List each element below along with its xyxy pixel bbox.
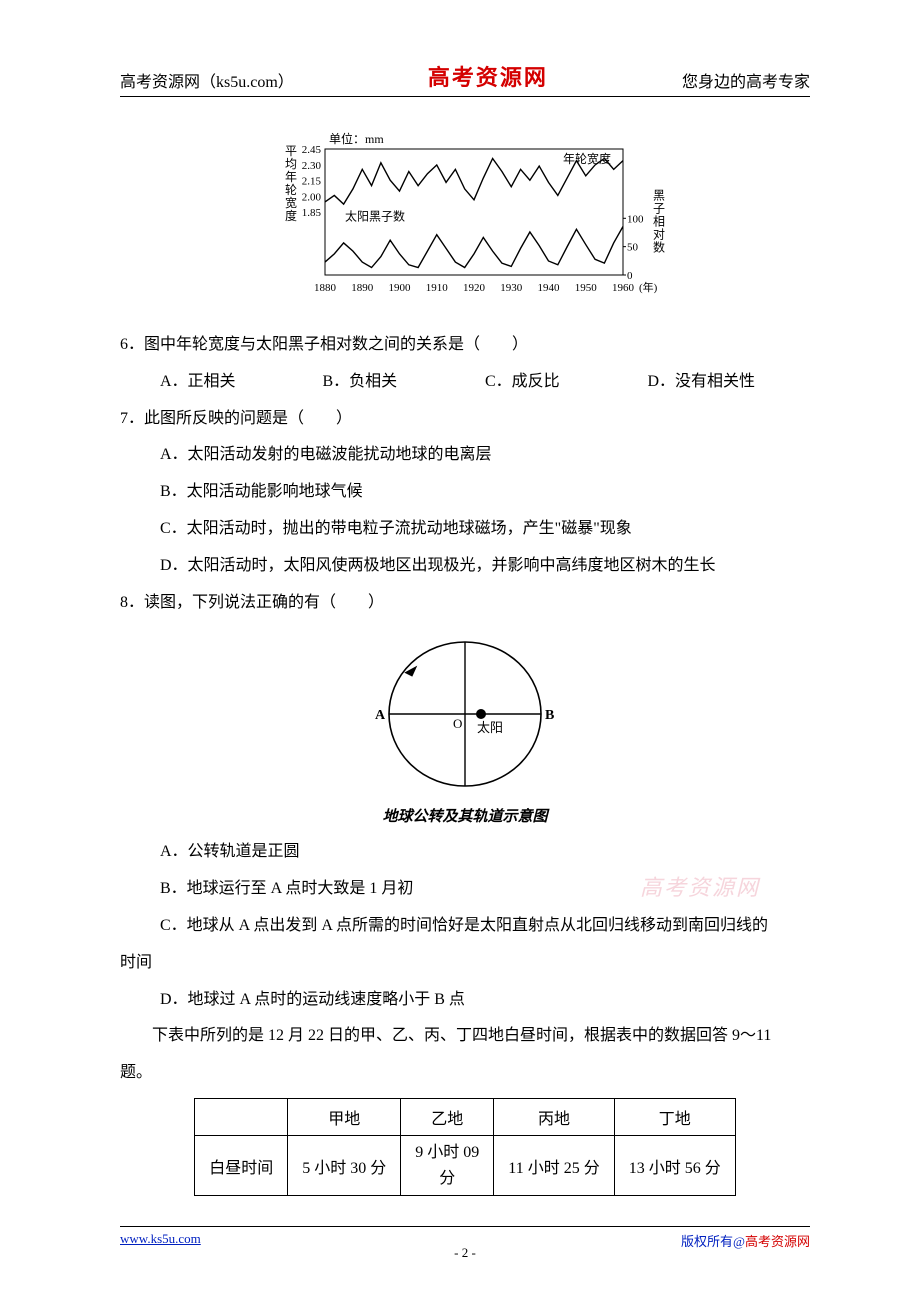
page-header: 高考资源网（ks5u.com） 高考资源网 您身边的高考专家	[120, 60, 810, 97]
svg-text:平: 平	[285, 144, 297, 158]
svg-text:(年): (年)	[639, 280, 658, 294]
svg-text:黑: 黑	[653, 188, 665, 202]
q7-opt-c: C．太阳活动时，抛出的带电粒子流扰动地球磁场，产生"磁暴"现象	[120, 511, 810, 548]
svg-text:50: 50	[627, 242, 639, 254]
q6-opt-b: B．负相关	[323, 364, 486, 401]
svg-text:B: B	[545, 708, 554, 723]
svg-text:太阳黑子数: 太阳黑子数	[345, 208, 405, 223]
q6-opt-a: A．正相关	[160, 364, 323, 401]
table-intro: 下表中所列的是 12 月 22 日的甲、乙、丙、丁四地白昼时间，根据表中的数据回…	[120, 1018, 810, 1055]
q8-opt-c: C．地球从 A 点出发到 A 点所需的时间恰好是太阳直射点从北回归线移动到南回归…	[120, 908, 810, 945]
q8-opt-d: D．地球过 A 点时的运动线速度略小于 B 点	[120, 982, 810, 1019]
svg-text:1920: 1920	[463, 282, 486, 294]
svg-text:相: 相	[653, 214, 665, 228]
svg-text:1930: 1930	[500, 282, 523, 294]
q7-opt-d: D．太阳活动时，太阳风使两极地区出现极光，并影响中高纬度地区树木的生长	[120, 548, 810, 585]
svg-text:A: A	[375, 708, 386, 723]
q8-stem: 8．读图，下列说法正确的有（ ）	[120, 585, 810, 622]
svg-text:2.30: 2.30	[302, 160, 322, 172]
svg-text:1.85: 1.85	[302, 207, 322, 219]
orbit-diagram-svg: A B O 太阳	[365, 629, 565, 799]
sunspot-ring-chart: 单位：mm2.452.302.152.001.85平均年轮宽度100500黑子相…	[120, 127, 810, 307]
q7-opt-a: A．太阳活动发射的电磁波能扰动地球的电离层	[120, 437, 810, 474]
svg-text:数: 数	[653, 239, 665, 254]
q8-opt-b: B．地球运行至 A 点时大致是 1 月初	[120, 871, 810, 908]
q6-opt-d: D．没有相关性	[648, 364, 811, 401]
svg-text:子: 子	[653, 201, 665, 215]
q8-opt-a: A．公转轨道是正圆	[120, 834, 810, 871]
svg-text:单位：mm: 单位：mm	[329, 131, 384, 146]
svg-text:1900: 1900	[389, 282, 412, 294]
svg-text:1950: 1950	[575, 282, 598, 294]
footer-page-number: - 2 -	[120, 1245, 810, 1261]
svg-text:太阳: 太阳	[477, 720, 503, 735]
svg-text:均: 均	[285, 157, 297, 171]
svg-text:度: 度	[285, 208, 297, 223]
sunspot-ring-chart-svg: 单位：mm2.452.302.152.001.85平均年轮宽度100500黑子相…	[255, 127, 675, 307]
svg-text:2.00: 2.00	[302, 191, 322, 203]
page-footer: www.ks5u.com 版权所有@高考资源网 - 2 -	[120, 1226, 810, 1250]
svg-text:宽: 宽	[285, 195, 297, 210]
q7-opt-b: B．太阳活动能影响地球气候	[120, 474, 810, 511]
q6-opt-c: C．成反比	[485, 364, 648, 401]
svg-text:年: 年	[285, 170, 297, 184]
svg-text:0: 0	[627, 270, 633, 282]
svg-text:轮: 轮	[285, 183, 297, 197]
table-intro-cont: 题。	[120, 1055, 810, 1092]
svg-text:年轮宽度: 年轮宽度	[563, 151, 611, 166]
q6-options: A．正相关 B．负相关 C．成反比 D．没有相关性	[120, 364, 810, 401]
q6-stem: 6．图中年轮宽度与太阳黑子相对数之间的关系是（ ）	[120, 327, 810, 364]
svg-text:1940: 1940	[538, 282, 561, 294]
header-right: 您身边的高考专家	[682, 68, 810, 92]
header-left: 高考资源网（ks5u.com）	[120, 68, 294, 92]
q7-stem: 7．此图所反映的问题是（ ）	[120, 401, 810, 438]
header-center-logo: 高考资源网	[428, 60, 548, 92]
orbit-diagram-caption: 地球公转及其轨道示意图	[382, 805, 547, 826]
svg-text:对: 对	[653, 227, 665, 241]
daylight-table: 甲地乙地丙地丁地白昼时间5 小时 30 分9 小时 09分11 小时 25 分1…	[194, 1098, 735, 1196]
svg-text:1960: 1960	[612, 282, 635, 294]
svg-text:1890: 1890	[351, 282, 374, 294]
q8-opt-c-cont: 时间	[120, 945, 810, 982]
svg-text:1880: 1880	[314, 282, 337, 294]
svg-text:1910: 1910	[426, 282, 449, 294]
orbit-diagram: A B O 太阳 地球公转及其轨道示意图	[120, 629, 810, 826]
svg-text:2.15: 2.15	[302, 176, 322, 188]
svg-text:100: 100	[627, 213, 644, 225]
svg-text:O: O	[453, 716, 462, 731]
svg-text:2.45: 2.45	[302, 144, 322, 156]
